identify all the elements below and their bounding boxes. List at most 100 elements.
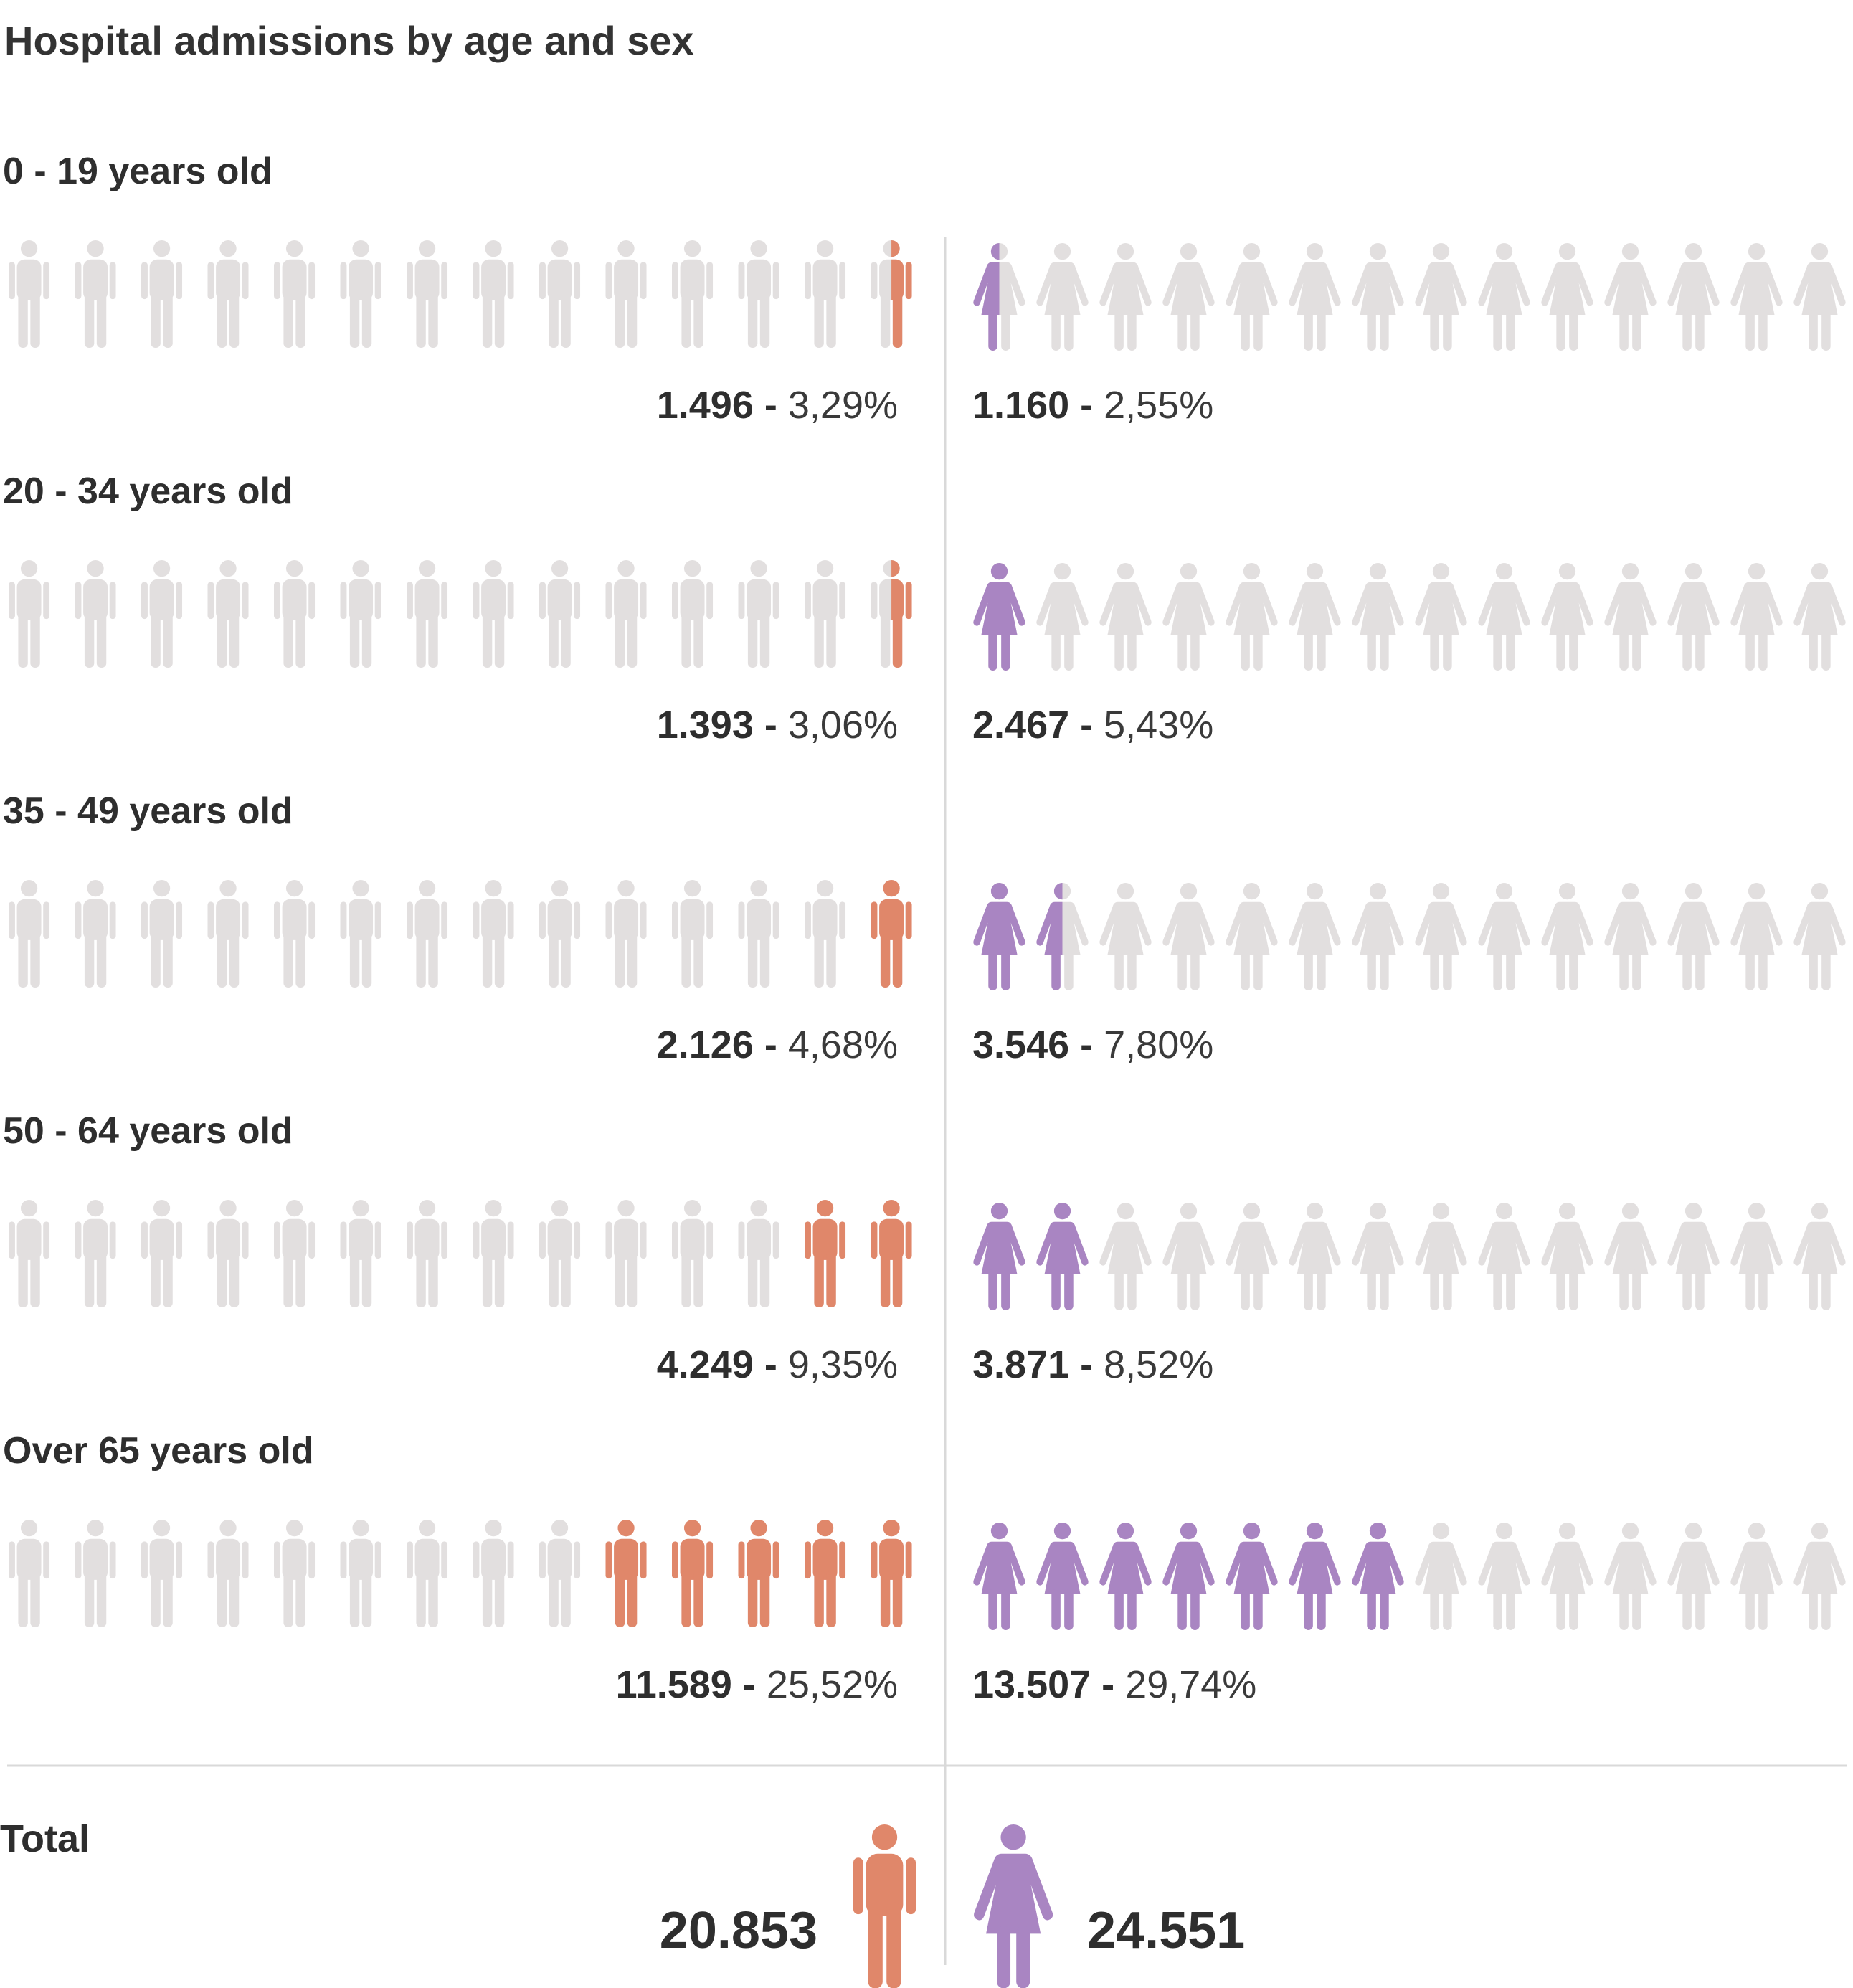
female-icon (1478, 883, 1530, 990)
age-group: 35 - 49 years old 2.126 - 4,68% 3.546 - 7,… (3, 790, 1846, 1066)
male-icon (75, 240, 116, 348)
female-icon (1099, 1523, 1152, 1630)
female-icon (1541, 563, 1593, 671)
age-group-label: 50 - 64 years old (3, 1110, 293, 1152)
male-icon (871, 560, 912, 668)
age-group: 50 - 64 years old 4.249 - 9,35% 3.871 - 8,… (3, 1110, 1846, 1386)
male-icon (539, 1200, 581, 1307)
male-icon (274, 1520, 316, 1627)
total-label: Total (0, 1817, 90, 1860)
female-icon (1541, 883, 1593, 990)
male-icon (9, 1520, 50, 1627)
total-female-value: 24.551 (1087, 1902, 1245, 1959)
female-icon (1604, 1203, 1657, 1310)
male-icon (871, 240, 912, 348)
female-separator: - (1069, 704, 1104, 747)
female-percent: 5,43% (1104, 704, 1213, 747)
male-icon (539, 880, 581, 988)
male-percent: 4,68% (788, 1023, 898, 1066)
female-icon (1226, 883, 1278, 990)
male-percent: 3,29% (788, 384, 898, 427)
female-icon (1352, 1203, 1404, 1310)
female-icon (1289, 243, 1341, 351)
male-icon (805, 240, 846, 348)
male-icon (473, 560, 514, 668)
female-icon (1667, 243, 1720, 351)
female-icon (1036, 1203, 1089, 1310)
female-count: 3.546 (972, 1023, 1069, 1066)
female-percent: 7,80% (1104, 1023, 1213, 1066)
male-count: 1.496 (657, 384, 754, 427)
female-icon (1289, 1523, 1341, 1630)
total-male-icon (853, 1824, 916, 1988)
female-icon (1793, 883, 1846, 990)
male-icon (738, 1200, 779, 1307)
female-icon (1415, 243, 1467, 351)
male-icon (407, 560, 448, 668)
male-icon (274, 560, 316, 668)
female-icon (1793, 243, 1846, 351)
female-icon (1036, 243, 1089, 351)
female-icon (1226, 1523, 1278, 1630)
female-icon (973, 883, 1025, 990)
female-separator: - (1091, 1663, 1125, 1706)
male-percent: 9,35% (788, 1343, 898, 1386)
female-icon (1352, 1523, 1404, 1630)
male-icon (141, 880, 183, 988)
female-value-label: 13.507 - 29,74% (972, 1663, 1256, 1706)
male-icon (605, 560, 647, 668)
male-icon (738, 240, 779, 348)
female-count: 2.467 (972, 704, 1069, 747)
male-icon (605, 1520, 647, 1627)
female-icon (1036, 1523, 1089, 1630)
male-icon (473, 880, 514, 988)
female-percent: 29,74% (1125, 1663, 1256, 1706)
male-icon (672, 240, 714, 348)
male-icon (672, 880, 714, 988)
male-icon (539, 1520, 581, 1627)
female-value-label: 2.467 - 5,43% (972, 704, 1213, 747)
female-icon (1541, 243, 1593, 351)
female-icon (1036, 563, 1089, 671)
male-icon (672, 560, 714, 668)
female-icon (1226, 243, 1278, 351)
male-icon (738, 1520, 779, 1627)
age-group-label: 20 - 34 years old (3, 470, 293, 512)
male-icon (141, 1200, 183, 1307)
male-icon (407, 240, 448, 348)
female-icon (1604, 563, 1657, 671)
male-icon (871, 1520, 912, 1627)
female-icon (1162, 883, 1215, 990)
male-icon (340, 560, 382, 668)
male-icon (672, 1200, 714, 1307)
female-icon (1667, 1523, 1720, 1630)
male-separator: - (754, 384, 788, 427)
female-icon (973, 1523, 1025, 1630)
female-icon (1793, 1523, 1846, 1630)
female-icon (1478, 1203, 1530, 1310)
female-icon (1667, 563, 1720, 671)
male-value-label: 4.249 - 9,35% (657, 1343, 898, 1386)
male-icon (9, 240, 50, 348)
female-icon (1541, 1523, 1593, 1630)
female-percent: 2,55% (1104, 384, 1213, 427)
male-count: 11.589 (616, 1663, 732, 1706)
female-icon (1415, 1523, 1467, 1630)
male-separator: - (754, 704, 788, 747)
female-icon (1099, 563, 1152, 671)
female-icon (1793, 1203, 1846, 1310)
female-icon (1099, 243, 1152, 351)
female-icon (1478, 243, 1530, 351)
total-male-value: 20.853 (660, 1902, 818, 1959)
female-value-label: 3.546 - 7,80% (972, 1023, 1213, 1066)
female-icon (1730, 883, 1783, 990)
male-icon (340, 1200, 382, 1307)
female-count: 13.507 (972, 1663, 1091, 1706)
female-icon (1162, 1203, 1215, 1310)
female-icon (1730, 243, 1783, 351)
male-icon (141, 1520, 183, 1627)
age-group: 0 - 19 years old 1.496 - 3,29% 1.160 - 2,5… (3, 151, 1846, 427)
female-icon (973, 563, 1025, 671)
male-icon (9, 880, 50, 988)
